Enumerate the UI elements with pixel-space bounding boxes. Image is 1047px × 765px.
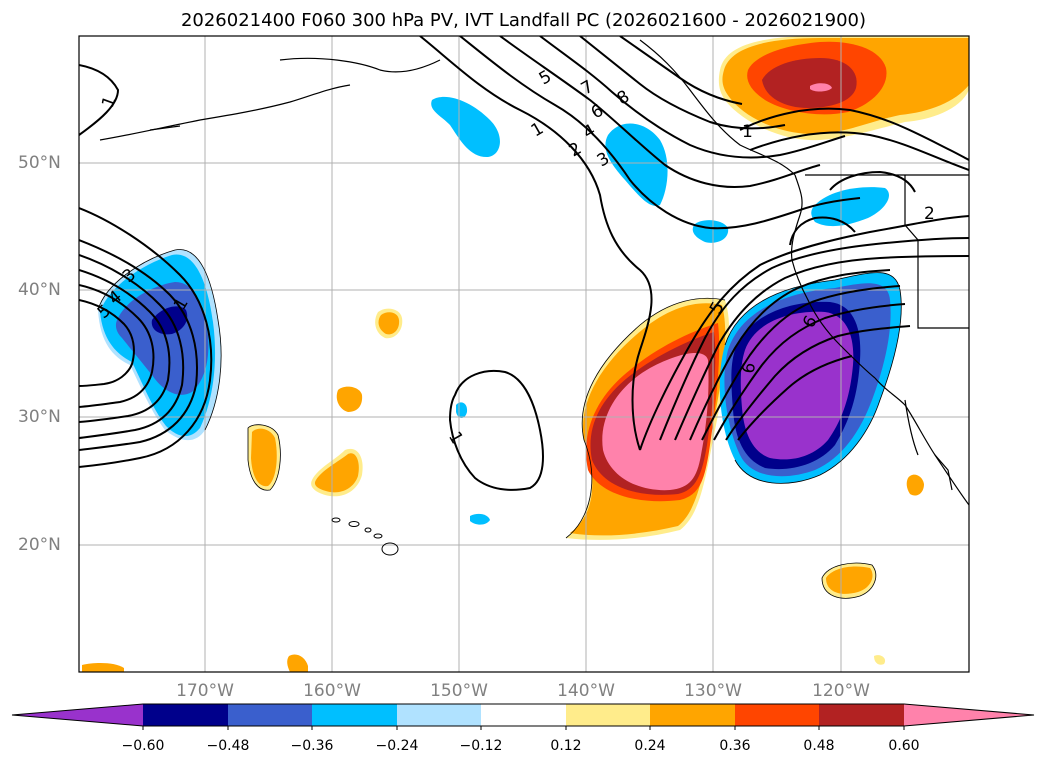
colorbar-tick: −0.48: [206, 738, 250, 754]
colorbar-tick: −0.60: [121, 738, 165, 754]
lat-label: 50°N: [18, 153, 61, 173]
colorbar-tick: 0.24: [634, 738, 666, 754]
positive-anomaly-southwest: [566, 298, 730, 540]
lon-label: 130°W: [684, 681, 742, 701]
lat-label: 20°N: [18, 535, 61, 555]
lon-label: 170°W: [176, 681, 234, 701]
graticule: [79, 36, 969, 672]
colorbar-extend-low: [12, 704, 143, 726]
lon-label: 120°W: [812, 681, 870, 701]
lon-label: 160°W: [303, 681, 361, 701]
contour-label: 2: [924, 204, 935, 224]
colorbar-segment: [819, 704, 904, 726]
colorbar-segment: [397, 704, 481, 726]
colorbar-tick: 0.48: [803, 738, 835, 754]
colorbar-extend-high: [904, 704, 1034, 726]
colorbar-tick: −0.36: [290, 738, 334, 754]
lat-label: 30°N: [18, 407, 61, 427]
map-frame: [78, 35, 970, 673]
colorbar-tick: −0.12: [459, 738, 503, 754]
colorbar-tick: 0.60: [888, 738, 920, 754]
colorbar-tick: −0.24: [375, 738, 419, 754]
colorbar-segment: [735, 704, 819, 726]
lat-label: 40°N: [18, 280, 61, 300]
colorbar-segment: [650, 704, 735, 726]
contour-label: 1: [742, 122, 753, 142]
colorbar-segment: [228, 704, 312, 726]
hawaii-islands: [331, 517, 399, 556]
lon-label: 140°W: [557, 681, 615, 701]
positive-anomaly-small-blobs: [82, 308, 924, 672]
negative-anomaly-california: [719, 272, 902, 484]
negative-anomaly-west-pacific: [98, 249, 222, 441]
map-title: 2026021400 F060 300 hPa PV, IVT Landfall…: [180, 10, 867, 31]
lon-label: 150°W: [430, 681, 488, 701]
colorbar-segment: [481, 704, 566, 726]
negative-anomaly-small-blobs: [431, 96, 889, 525]
colorbar-segment: [312, 704, 397, 726]
ivt-contours: [79, 36, 969, 491]
colorbar-tick: 0.36: [719, 738, 751, 754]
colorbar-segment: [143, 704, 228, 726]
colorbar-segment: [566, 704, 650, 726]
colorbar-tick: 0.12: [550, 738, 582, 754]
